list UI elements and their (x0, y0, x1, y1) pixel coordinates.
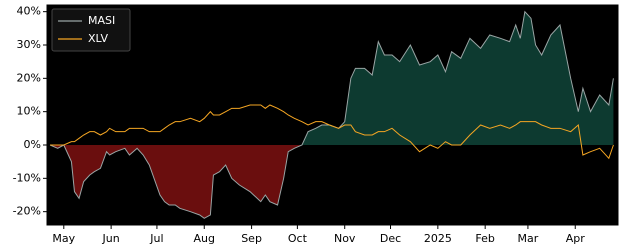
series-line (49, 10, 614, 219)
x-tick-label: Dec (380, 232, 401, 245)
legend-label: MASI (88, 14, 115, 27)
series-line (50, 104, 614, 160)
plot-frame (46, 4, 619, 226)
x-tick-label: Jul (149, 232, 163, 245)
x-tick-label: Apr (566, 232, 586, 245)
x-tick-label: Oct (288, 232, 308, 245)
y-tick-label: -20% (13, 205, 41, 218)
y-tick-label: 30% (17, 38, 41, 51)
legend-label: XLV (88, 32, 108, 45)
x-tick-label: Sep (241, 232, 262, 245)
y-tick-label: 10% (17, 105, 41, 118)
legend-box (51, 8, 131, 52)
x-tick-label: Jun (102, 232, 120, 245)
x-tick-label: 2025 (424, 232, 452, 245)
x-tick-label: Nov (334, 232, 356, 245)
x-tick-label: Aug (194, 232, 215, 245)
x-tick-label: May (52, 232, 75, 245)
y-tick-label: 20% (17, 71, 41, 84)
y-tick-label: -10% (13, 171, 41, 184)
area-positive (50, 11, 614, 145)
y-tick-label: 0% (24, 138, 41, 151)
y-tick-label: 40% (17, 5, 41, 18)
area-negative (50, 145, 614, 219)
x-tick-label: Feb (475, 232, 494, 245)
x-tick-label: Mar (518, 232, 539, 245)
